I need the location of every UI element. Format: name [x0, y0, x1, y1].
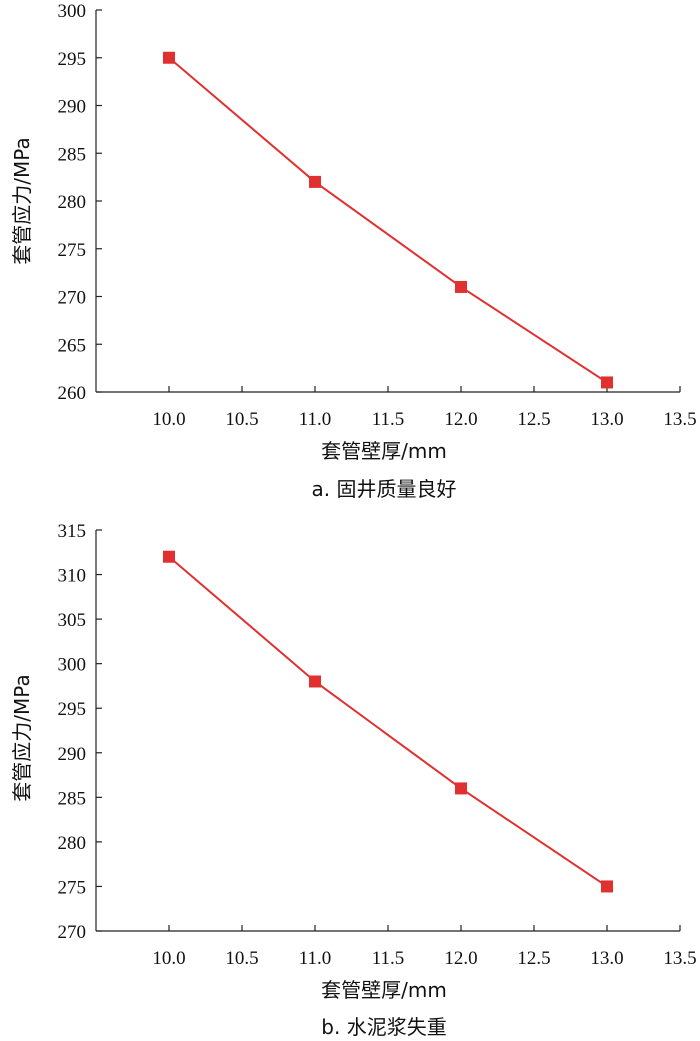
y-tick-label: 275: [58, 877, 87, 898]
y-tick-label: 300: [58, 655, 87, 676]
y-axis-label: 套管应力/MPa: [10, 674, 34, 801]
data-point-marker: [163, 550, 175, 563]
y-tick-label: 285: [58, 144, 87, 165]
x-axis-label: 套管壁厚/mm: [321, 978, 447, 1002]
data-point-marker: [309, 175, 321, 188]
x-tick-label: 12.0: [444, 409, 477, 430]
y-axis-label: 套管应力/MPa: [10, 137, 34, 264]
x-tick-label: 12.0: [444, 948, 477, 969]
y-tick-label: 310: [58, 566, 87, 587]
data-point-marker: [455, 782, 467, 795]
y-tick-label: 295: [58, 49, 87, 70]
data-point-marker: [163, 51, 175, 64]
data-point-marker: [309, 675, 321, 688]
x-tick-label: 11.5: [372, 948, 405, 969]
y-tick-label: 290: [58, 744, 87, 765]
y-tick-label: 265: [58, 335, 87, 356]
data-point-marker: [601, 880, 613, 893]
x-tick-label: 10.0: [152, 409, 185, 430]
x-tick-label: 11.5: [372, 409, 405, 430]
y-tick-label: 295: [58, 699, 87, 720]
data-point-marker: [455, 280, 467, 293]
x-axis-label: 套管壁厚/mm: [321, 439, 447, 463]
x-tick-label: 13.5: [663, 948, 696, 969]
x-tick-label: 12.5: [517, 409, 550, 430]
chart-a: 260 265 270 275 280 285 290 295 300 10.0 10.5 11.0 1…: [10, 1, 697, 501]
series-line: [168, 555, 608, 888]
x-tick-label: 13.0: [590, 948, 623, 969]
y-tick-label: 270: [58, 288, 87, 309]
y-tick-label: 280: [58, 833, 87, 854]
y-tick-label: 300: [58, 1, 87, 22]
x-tick-label: 13.5: [663, 409, 696, 430]
chart-caption: a. 固井质量良好: [312, 477, 457, 501]
y-tick-label: 305: [58, 610, 87, 631]
x-tick-label: 12.5: [517, 948, 550, 969]
y-tick-label: 285: [58, 788, 87, 809]
x-tick-label: 13.0: [590, 409, 623, 430]
x-tick-label: 10.0: [152, 948, 185, 969]
x-tick-label: 11.0: [299, 409, 332, 430]
y-tick-label: 270: [58, 922, 87, 943]
y-tick-label: 290: [58, 97, 87, 118]
y-tick-label: 275: [58, 240, 87, 261]
chart-caption: b. 水泥浆失重: [321, 1015, 446, 1039]
data-point-marker: [601, 376, 613, 389]
y-tick-label: 315: [58, 521, 87, 542]
x-tick-label: 11.0: [299, 948, 332, 969]
x-tick-label: 10.5: [225, 409, 258, 430]
x-tick-label: 10.5: [225, 948, 258, 969]
series-line: [168, 56, 608, 384]
y-tick-label: 280: [58, 192, 87, 213]
y-tick-label: 260: [58, 383, 87, 404]
chart-b: 270 275 280 285 290 295 300 305 310 315 10.0 10.5 11…: [10, 521, 697, 1039]
